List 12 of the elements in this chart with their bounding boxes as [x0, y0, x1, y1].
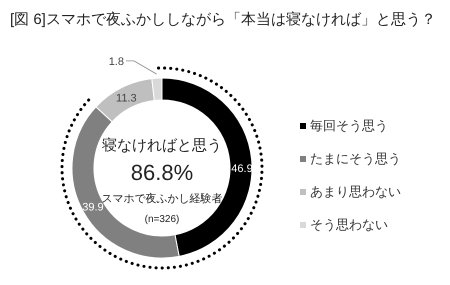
- text: スマホで夜ふかし経験者: [102, 192, 222, 205]
- chart-title: [図 6]スマホで夜ふかししながら「本当は寝なければ」と思う？: [10, 11, 436, 28]
- data-label: 39.9: [82, 201, 104, 214]
- legend-label: あまり思わない: [310, 184, 401, 199]
- text: 86.8%: [130, 160, 194, 185]
- text: 寝なければと思う: [102, 137, 222, 154]
- legend-label: 毎回そう思う: [310, 118, 388, 133]
- data-label: 11.3: [116, 92, 137, 105]
- legend-label: たまにそう思う: [310, 151, 401, 166]
- legend-label: そう思わない: [310, 217, 388, 232]
- text: (n=326): [144, 214, 180, 225]
- data-label: 1.8: [108, 56, 124, 68]
